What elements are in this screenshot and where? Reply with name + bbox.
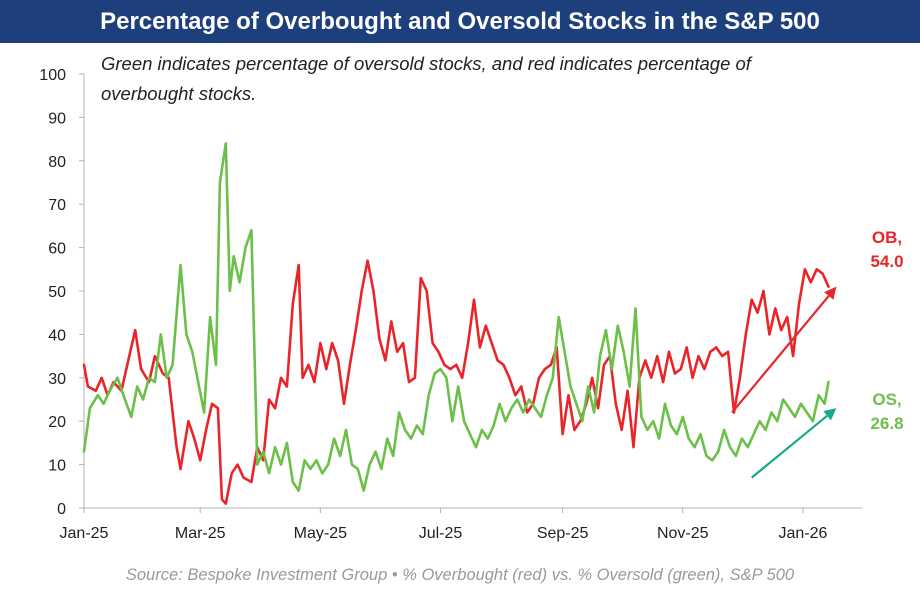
y-tick-label: 100 bbox=[39, 67, 66, 84]
ob-callout-label: 54.0 bbox=[870, 252, 903, 271]
callouts: OB, 54.0 OS, 26.8 bbox=[870, 228, 903, 433]
y-tick-label: 30 bbox=[48, 371, 66, 388]
x-tick-label: Mar-25 bbox=[175, 525, 226, 542]
y-tick-label: 20 bbox=[48, 414, 66, 431]
source-note: Source: Bespoke Investment Group • % Ove… bbox=[125, 566, 795, 584]
chart-canvas: Green indicates percentage of oversold s… bbox=[39, 53, 903, 542]
annotation-line: Green indicates percentage of oversold s… bbox=[101, 53, 753, 74]
x-tick-label: May-25 bbox=[294, 525, 347, 542]
y-tick-label: 0 bbox=[57, 501, 66, 518]
y-tick-label: 80 bbox=[48, 154, 66, 171]
series-layer bbox=[82, 142, 830, 506]
os-trend-arrow-shaft bbox=[751, 414, 828, 479]
x-tick-label: Jul-25 bbox=[419, 525, 463, 542]
y-tick-label: 90 bbox=[48, 110, 66, 127]
x-tick-label: Sep-25 bbox=[537, 525, 589, 542]
x-tick-label: Nov-25 bbox=[657, 525, 709, 542]
os-callout-label: 26.8 bbox=[870, 414, 903, 433]
overbought-line bbox=[82, 259, 830, 506]
os-trend-arrow-head bbox=[823, 408, 837, 421]
ob-callout-label: OB, bbox=[872, 228, 902, 247]
annotation-line: overbought stocks. bbox=[101, 83, 256, 104]
oversold-series bbox=[82, 142, 830, 492]
oversold-line bbox=[82, 142, 830, 492]
y-tick-label: 70 bbox=[48, 197, 66, 214]
x-tick-label: Jan-26 bbox=[778, 525, 827, 542]
overbought-series bbox=[82, 259, 830, 506]
y-axis: 0 10 20 30 40 50 60 70 80 90 100 bbox=[39, 67, 85, 518]
y-tick-label: 60 bbox=[48, 241, 66, 258]
os-callout-label: OS, bbox=[872, 390, 901, 409]
x-tick-label: Jan-25 bbox=[60, 525, 109, 542]
x-axis: Jan-25 Mar-25 May-25 Jul-25 Sep-25 Nov-25 Jan-… bbox=[60, 507, 862, 542]
chart-annotation: Green indicates percentage of oversold s… bbox=[101, 53, 753, 104]
ob-trend-arrow-shaft bbox=[731, 295, 830, 414]
y-tick-label: 40 bbox=[48, 327, 66, 344]
y-tick-label: 10 bbox=[48, 458, 66, 475]
title-banner: Percentage of Overbought and Oversold St… bbox=[0, 0, 920, 43]
ob-trend-arrow-head bbox=[824, 286, 837, 300]
chart-title: Percentage of Overbought and Oversold St… bbox=[100, 8, 820, 35]
y-tick-label: 50 bbox=[48, 284, 66, 301]
trend-arrows bbox=[731, 286, 837, 479]
